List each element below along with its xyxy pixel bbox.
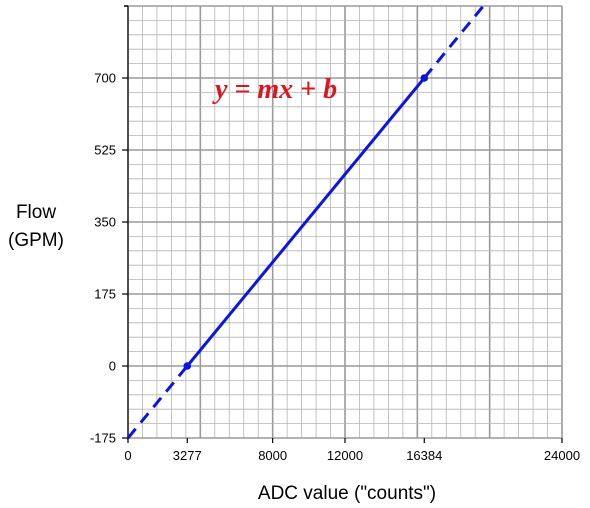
x-tick-label: 8000 (258, 448, 287, 463)
equation-annotation: y = mx + b (212, 74, 337, 105)
y-tick-label: 350 (94, 215, 116, 230)
axes (122, 5, 563, 443)
y-tick-label: 700 (94, 71, 116, 86)
data-point (183, 362, 192, 370)
x-tick-label: 16384 (406, 448, 442, 463)
calibration-line (186, 77, 426, 367)
y-tick-label: 0 (109, 359, 116, 374)
labels: -175 0 175 350 525 700 0 3277 8000 12000 16384 2400… (90, 71, 580, 464)
y-tick-label: -175 (90, 431, 116, 446)
series (126, 5, 485, 439)
y-tick-label: 525 (94, 143, 116, 158)
data-point (420, 74, 429, 82)
x-tick-label: 0 (124, 448, 131, 463)
extrapolation-line (423, 5, 485, 79)
y-axis-title-line-2: (GPM) (8, 230, 64, 251)
x-tick-label: 12000 (327, 448, 363, 463)
grid (127, 5, 563, 439)
y-tick-label: 175 (94, 287, 116, 302)
x-tick-label: 24000 (544, 448, 580, 463)
y-axis-title-line-1: Flow (16, 202, 56, 223)
extrapolation-line (126, 365, 189, 439)
x-axis-title: ADC value ("counts") (258, 483, 436, 504)
x-tick-label: 3277 (173, 448, 202, 463)
